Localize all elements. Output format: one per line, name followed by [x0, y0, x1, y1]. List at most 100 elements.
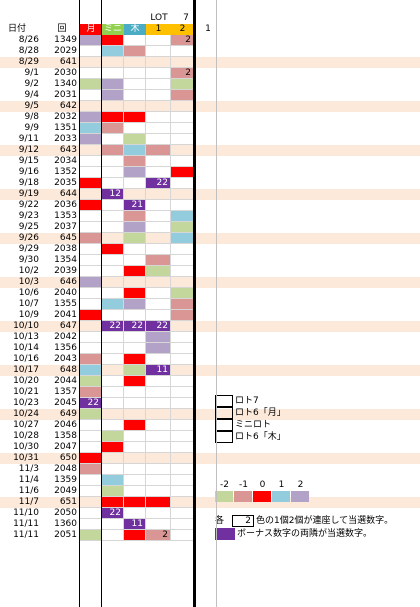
grid-cell[interactable]	[102, 178, 124, 189]
grid-cell[interactable]	[80, 321, 102, 332]
grid-cell[interactable]	[102, 464, 124, 475]
grid-cell[interactable]	[171, 145, 194, 156]
grid-cell[interactable]	[171, 299, 194, 310]
grid-cell[interactable]	[171, 178, 194, 189]
grid-cell[interactable]	[102, 200, 124, 211]
grid-cell[interactable]	[80, 354, 102, 365]
grid-cell[interactable]	[124, 68, 146, 79]
grid-cell[interactable]	[80, 332, 102, 343]
grid-cell[interactable]	[102, 365, 124, 376]
grid-cell[interactable]	[146, 497, 171, 508]
grid-cell[interactable]	[171, 464, 194, 475]
grid-cell[interactable]	[102, 420, 124, 431]
grid-cell[interactable]	[102, 519, 124, 530]
grid-cell[interactable]: 22	[102, 321, 124, 332]
grid-cell[interactable]	[102, 409, 124, 420]
grid-cell[interactable]	[146, 387, 171, 398]
grid-cell[interactable]	[102, 244, 124, 255]
grid-cell[interactable]: 11	[146, 365, 171, 376]
grid-cell[interactable]	[80, 277, 102, 288]
grid-cell[interactable]	[102, 431, 124, 442]
grid-cell[interactable]	[146, 420, 171, 431]
grid-cell[interactable]	[80, 112, 102, 123]
grid-cell[interactable]	[171, 101, 194, 112]
grid-cell[interactable]	[124, 343, 146, 354]
grid-cell[interactable]: 22	[146, 321, 171, 332]
grid-cell[interactable]	[80, 442, 102, 453]
grid-cell[interactable]: 22	[146, 178, 171, 189]
grid-cell[interactable]	[80, 431, 102, 442]
grid-cell[interactable]	[146, 508, 171, 519]
grid-cell[interactable]	[102, 46, 124, 57]
grid-cell[interactable]	[80, 244, 102, 255]
grid-cell[interactable]	[124, 508, 146, 519]
grid-cell[interactable]: 21	[124, 200, 146, 211]
grid-cell[interactable]	[102, 288, 124, 299]
grid-cell[interactable]	[146, 332, 171, 343]
grid-cell[interactable]	[146, 200, 171, 211]
grid-cell[interactable]	[102, 398, 124, 409]
grid-cell[interactable]	[80, 365, 102, 376]
grid-cell[interactable]	[80, 101, 102, 112]
grid-cell[interactable]	[146, 255, 171, 266]
grid-cell[interactable]	[124, 244, 146, 255]
grid-cell[interactable]	[146, 123, 171, 134]
grid-cell[interactable]	[171, 508, 194, 519]
grid-cell[interactable]	[80, 211, 102, 222]
grid-cell[interactable]	[146, 431, 171, 442]
grid-cell[interactable]	[124, 277, 146, 288]
grid-cell[interactable]	[171, 189, 194, 200]
grid-cell[interactable]	[171, 222, 194, 233]
grid-cell[interactable]	[80, 79, 102, 90]
grid-cell[interactable]	[146, 35, 171, 46]
grid-cell[interactable]	[80, 90, 102, 101]
grid-cell[interactable]	[146, 310, 171, 321]
grid-cell[interactable]	[124, 255, 146, 266]
grid-cell[interactable]	[171, 156, 194, 167]
grid-cell[interactable]	[124, 266, 146, 277]
grid-cell[interactable]	[80, 57, 102, 68]
grid-cell[interactable]	[102, 343, 124, 354]
grid-cell[interactable]	[146, 90, 171, 101]
grid-cell[interactable]	[146, 354, 171, 365]
grid-cell[interactable]	[171, 310, 194, 321]
grid-cell[interactable]	[80, 222, 102, 233]
grid-cell[interactable]	[102, 112, 124, 123]
grid-cell[interactable]	[124, 167, 146, 178]
grid-cell[interactable]	[146, 112, 171, 123]
grid-cell[interactable]	[80, 343, 102, 354]
grid-cell[interactable]	[171, 442, 194, 453]
grid-cell[interactable]	[80, 68, 102, 79]
grid-cell[interactable]	[171, 277, 194, 288]
grid-cell[interactable]	[102, 486, 124, 497]
grid-cell[interactable]	[171, 123, 194, 134]
grid-cell[interactable]	[124, 134, 146, 145]
grid-cell[interactable]	[102, 134, 124, 145]
grid-cell[interactable]	[80, 145, 102, 156]
grid-cell[interactable]	[80, 189, 102, 200]
grid-cell[interactable]: 2	[171, 35, 194, 46]
grid-cell[interactable]	[102, 310, 124, 321]
grid-cell[interactable]	[80, 299, 102, 310]
grid-cell[interactable]	[171, 321, 194, 332]
grid-cell[interactable]	[171, 90, 194, 101]
grid-cell[interactable]: 2	[146, 530, 171, 541]
grid-cell[interactable]	[146, 233, 171, 244]
grid-cell[interactable]	[102, 442, 124, 453]
grid-cell[interactable]	[171, 354, 194, 365]
grid-cell[interactable]	[146, 343, 171, 354]
grid-cell[interactable]	[102, 35, 124, 46]
grid-cell[interactable]	[171, 409, 194, 420]
grid-cell[interactable]	[80, 409, 102, 420]
grid-cell[interactable]	[80, 464, 102, 475]
grid-cell[interactable]: 11	[124, 519, 146, 530]
grid-cell[interactable]	[124, 145, 146, 156]
grid-cell[interactable]	[124, 475, 146, 486]
grid-cell[interactable]	[146, 464, 171, 475]
grid-cell[interactable]	[124, 46, 146, 57]
grid-cell[interactable]	[102, 475, 124, 486]
grid-cell[interactable]	[146, 68, 171, 79]
grid-cell[interactable]	[171, 288, 194, 299]
grid-cell[interactable]	[124, 387, 146, 398]
grid-cell[interactable]	[146, 453, 171, 464]
